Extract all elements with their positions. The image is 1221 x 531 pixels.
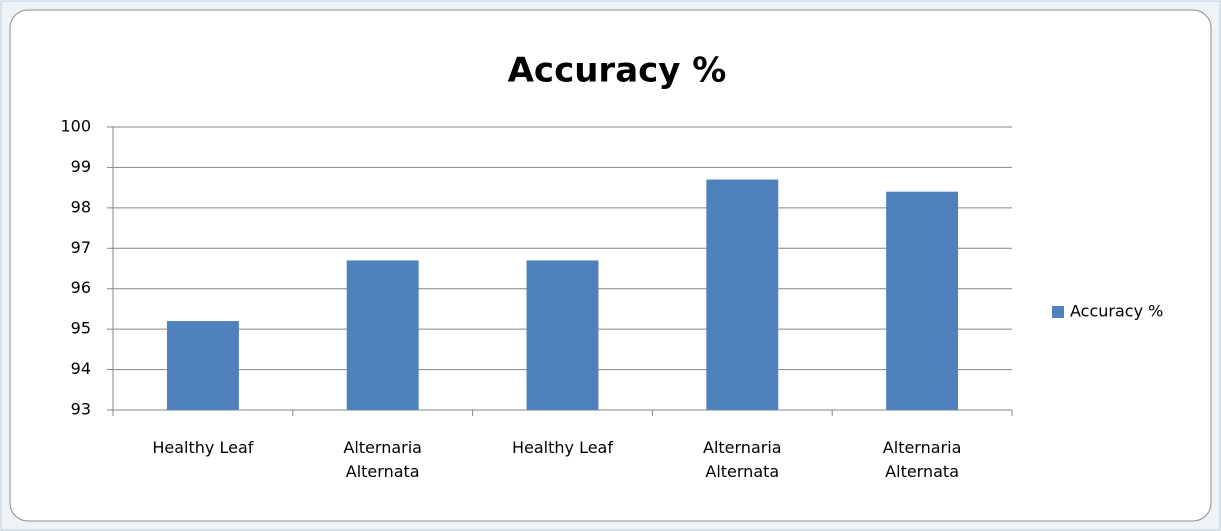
y-tick-label: 95 (71, 319, 91, 338)
legend-label: Accuracy % (1070, 302, 1163, 321)
x-tick-label: Healthy Leaf (511, 438, 613, 457)
bar (526, 260, 599, 410)
y-tick-label: 96 (71, 278, 91, 297)
y-tick-label: 97 (71, 238, 91, 257)
bar (706, 179, 779, 410)
bar (166, 321, 239, 410)
y-tick-label: 98 (71, 197, 91, 216)
x-tick-label: Alternaria Alternata (343, 438, 422, 481)
bar (886, 191, 959, 410)
y-tick-label: 99 (71, 157, 91, 176)
y-tick-label: 94 (71, 359, 91, 378)
y-tick-label: 93 (71, 400, 91, 419)
legend-swatch (1052, 306, 1064, 318)
x-tick-label: Healthy Leaf (152, 438, 254, 457)
x-tick-label: Alternaria Alternata (882, 438, 962, 481)
y-tick-label: 100 (60, 117, 91, 136)
chart-title: Accuracy % (508, 51, 727, 91)
x-tick-label: Alternaria Alternata (703, 438, 782, 481)
bar (346, 260, 419, 410)
